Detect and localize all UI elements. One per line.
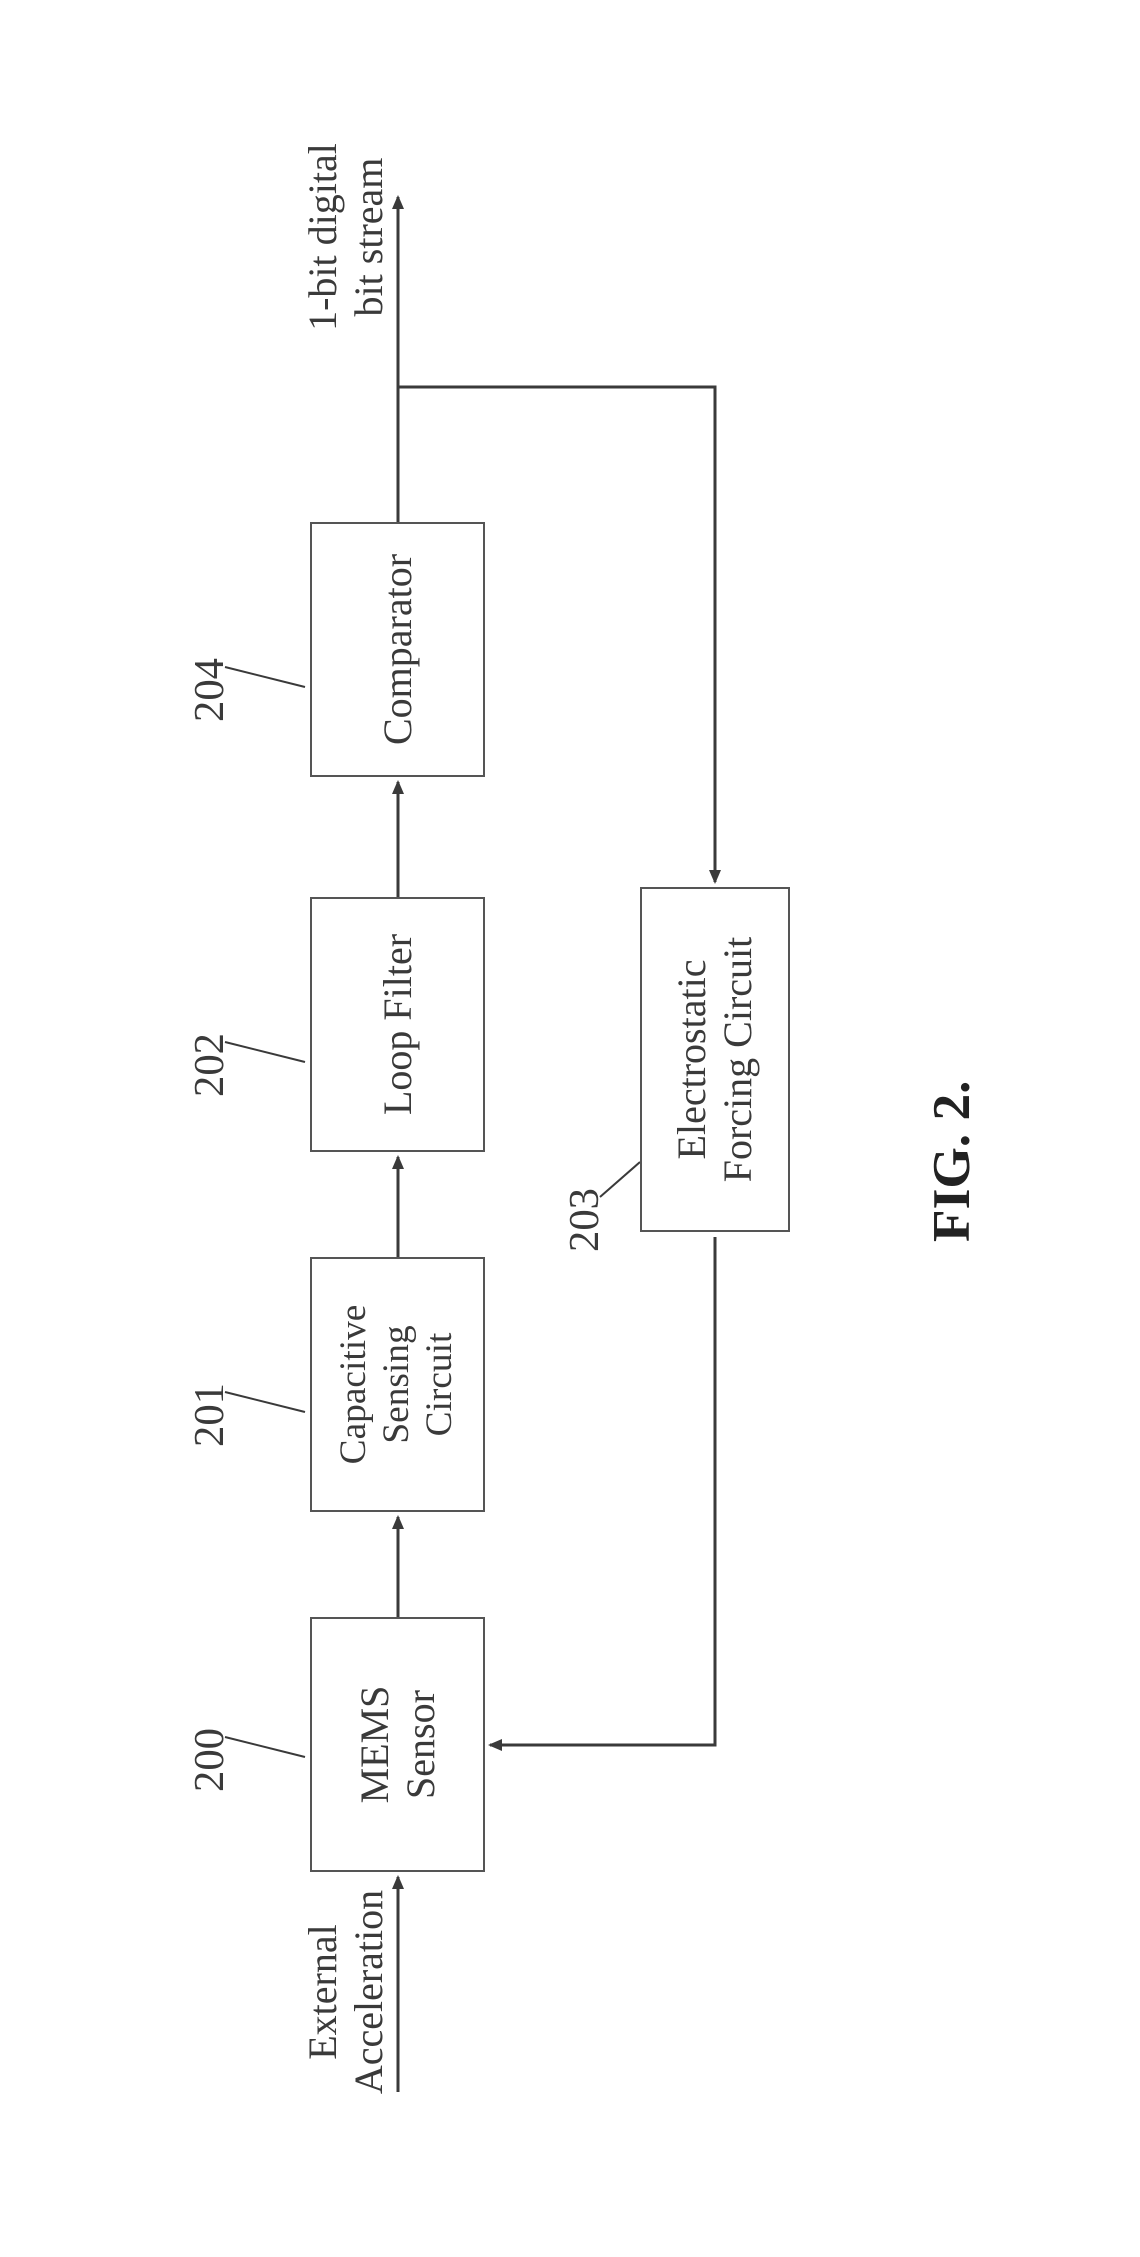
block-electrostatic-forcing: ElectrostaticForcing Circuit xyxy=(640,887,790,1232)
ref-203: 203 xyxy=(560,1188,609,1252)
block-mems-label: MEMSSensor xyxy=(352,1686,444,1804)
ref-leader-202 xyxy=(225,1042,305,1062)
output-label: 1-bit digitalbit stream xyxy=(300,87,392,387)
arrow-efc_to_mems xyxy=(490,1237,715,1745)
ref-200-text: 200 xyxy=(186,1728,233,1792)
block-loop-filter: Loop Filter xyxy=(310,897,485,1152)
input-label-text: ExternalAcceleration xyxy=(300,1890,391,2094)
ref-202-text: 202 xyxy=(186,1033,233,1097)
diagram-canvas: MEMSSensor CapacitiveSensingCircuit Loop… xyxy=(0,0,1140,2257)
input-label: ExternalAcceleration xyxy=(300,1862,392,2122)
block-efc-label: ElectrostaticForcing Circuit xyxy=(669,937,761,1183)
block-capsens-label: CapacitiveSensingCircuit xyxy=(333,1305,462,1465)
block-capacitive-sensing: CapacitiveSensingCircuit xyxy=(310,1257,485,1512)
ref-201-text: 201 xyxy=(186,1383,233,1447)
ref-201: 201 xyxy=(185,1383,234,1447)
block-loopf-label: Loop Filter xyxy=(375,934,421,1115)
ref-204-text: 204 xyxy=(186,658,233,722)
ref-leader-204 xyxy=(225,667,305,687)
figure-caption: FIG. 2. xyxy=(920,1081,982,1242)
ref-204: 204 xyxy=(185,658,234,722)
ref-leader-201 xyxy=(225,1392,305,1412)
ref-202: 202 xyxy=(185,1033,234,1097)
ref-203-text: 203 xyxy=(561,1188,608,1252)
figure-caption-text: FIG. 2. xyxy=(921,1081,981,1242)
block-comparator: Comparator xyxy=(310,522,485,777)
block-mems-sensor: MEMSSensor xyxy=(310,1617,485,1872)
ref-leader-200 xyxy=(225,1737,305,1757)
output-label-text: 1-bit digitalbit stream xyxy=(300,143,391,331)
block-comp-label: Comparator xyxy=(375,554,421,745)
ref-200: 200 xyxy=(185,1728,234,1792)
